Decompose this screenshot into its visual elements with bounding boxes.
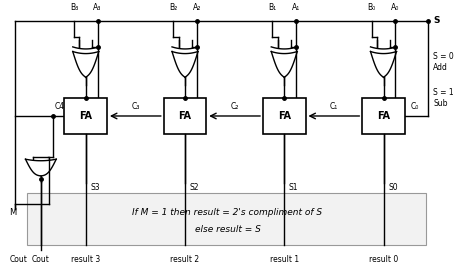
Bar: [362, 98, 405, 134]
Text: C₃: C₃: [131, 102, 139, 111]
Text: S3: S3: [91, 183, 100, 192]
Text: A₁: A₁: [292, 3, 300, 11]
Bar: [64, 98, 107, 134]
Text: If M = 1 then result = 2's compliment of S: If M = 1 then result = 2's compliment of…: [133, 209, 323, 217]
Text: B₁: B₁: [268, 3, 276, 11]
Text: S: S: [433, 16, 439, 25]
Text: C₀: C₀: [410, 102, 419, 111]
Text: S = 1
Sub: S = 1 Sub: [433, 88, 454, 108]
Text: result 1: result 1: [270, 255, 299, 264]
Bar: [27, 193, 426, 245]
Text: result 0: result 0: [369, 255, 398, 264]
Text: S2: S2: [190, 183, 199, 192]
Text: else result = S: else result = S: [195, 225, 261, 234]
Text: A₀: A₀: [391, 3, 400, 11]
Bar: [164, 98, 206, 134]
Text: Cout: Cout: [9, 255, 27, 264]
Text: result 2: result 2: [171, 255, 200, 264]
Text: S = 0
Add: S = 0 Add: [433, 52, 454, 72]
Text: B₃: B₃: [70, 3, 78, 11]
Bar: [263, 98, 306, 134]
Text: C4: C4: [55, 102, 65, 111]
Text: C₁: C₁: [330, 102, 338, 111]
Text: FA: FA: [79, 111, 92, 121]
Text: C₂: C₂: [230, 102, 239, 111]
Text: S0: S0: [388, 183, 398, 192]
Text: A₂: A₂: [192, 3, 201, 11]
Text: FA: FA: [377, 111, 390, 121]
Text: M: M: [9, 207, 16, 217]
Text: Cout: Cout: [32, 255, 50, 264]
Text: S1: S1: [289, 183, 299, 192]
Text: result 3: result 3: [71, 255, 100, 264]
Text: A₃: A₃: [93, 3, 102, 11]
Text: B₀: B₀: [367, 3, 376, 11]
Text: FA: FA: [179, 111, 191, 121]
Text: FA: FA: [278, 111, 291, 121]
Text: B₂: B₂: [169, 3, 177, 11]
